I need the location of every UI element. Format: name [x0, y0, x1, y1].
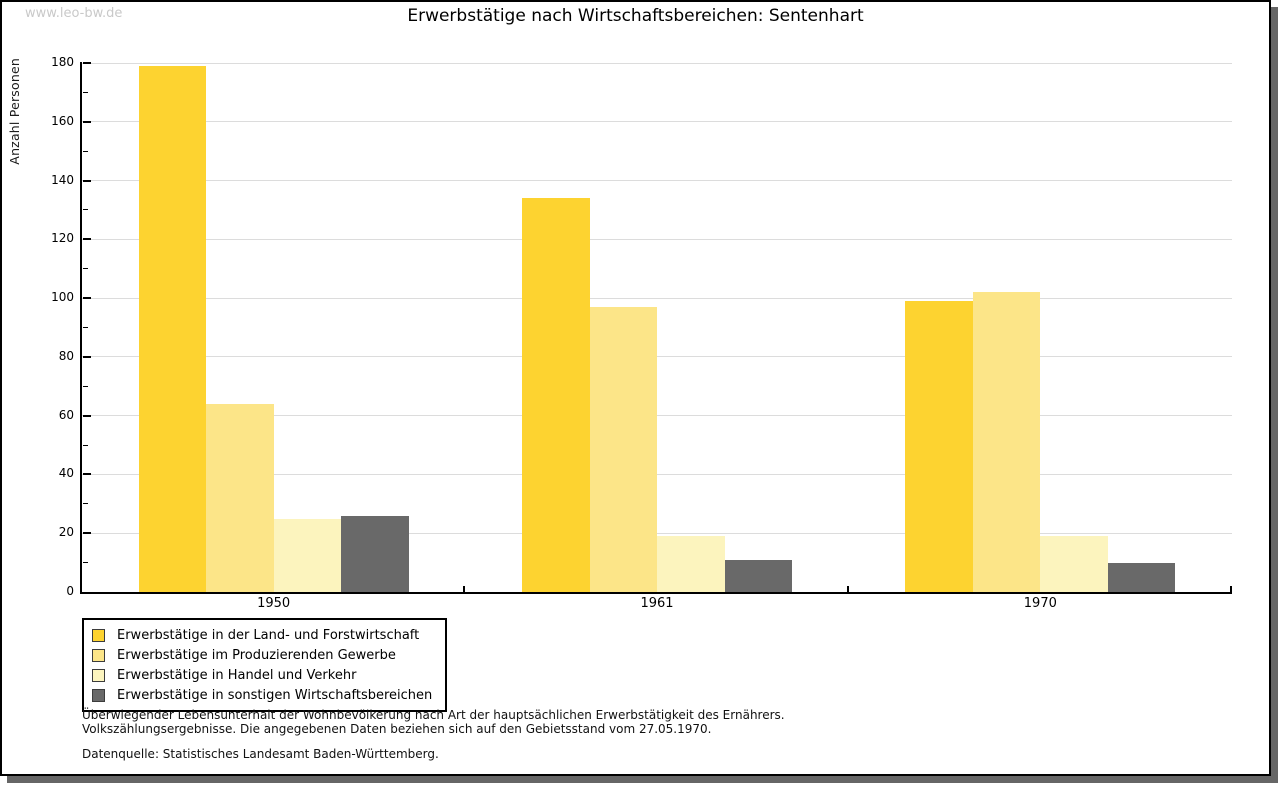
y-tick-label: 80 — [58, 348, 74, 363]
y-axis-major-tick — [83, 120, 91, 123]
footnote-line-2: Volkszählungsergebnisse. Die angegebenen… — [82, 721, 712, 736]
bar-1970-series-4 — [1107, 562, 1176, 592]
legend-swatch-icon — [92, 668, 105, 682]
bar-1950-series-1 — [138, 65, 207, 592]
y-axis-major-tick — [83, 62, 91, 64]
legend-item: Erwerbstätige in Handel und Verkehr — [92, 665, 432, 685]
y-axis-minor-tick — [83, 503, 88, 505]
y-tick-label: 100 — [51, 290, 74, 305]
bar-1961-series-3 — [657, 536, 725, 592]
footnote-line-1: Überwiegender Lebensunterhalt der Wohnbe… — [82, 708, 785, 722]
bar-1961-series-4 — [724, 559, 792, 592]
legend-label: Erwerbstätige in der Land- und Forstwirt… — [117, 627, 420, 643]
y-axis-major-tick — [83, 238, 91, 241]
x-category-label: 1950 — [257, 596, 291, 611]
bar-1970-series-3 — [1040, 536, 1108, 592]
y-tick-label: 180 — [51, 55, 74, 69]
y-axis-minor-tick — [83, 91, 88, 93]
y-gridline — [82, 238, 1232, 240]
y-axis-line — [80, 62, 82, 594]
y-gridline — [82, 62, 1232, 64]
x-axis-line — [80, 592, 1232, 594]
bar-1961-series-2 — [589, 306, 657, 592]
y-gridline — [82, 532, 1232, 534]
legend-item: Erwerbstätige im Produzierenden Gewerbe — [92, 645, 432, 665]
legend-item: Erwerbstätige in der Land- und Forstwirt… — [92, 625, 432, 645]
y-axis-major-tick — [83, 473, 91, 476]
chart-title: Erwerbstätige nach Wirtschaftsbereichen:… — [407, 6, 864, 26]
bar-1970-series-2 — [972, 292, 1041, 592]
y-gridline — [82, 180, 1232, 182]
legend-swatch-icon — [92, 688, 105, 702]
legend-swatch-icon — [92, 628, 105, 642]
bar-1950-series-3 — [273, 518, 342, 592]
y-gridline — [82, 121, 1232, 123]
legend-label: Erwerbstätige in sonstigen Wirtschaftsbe… — [117, 687, 433, 703]
y-axis-minor-tick — [83, 209, 88, 211]
chart-legend: Erwerbstätige in der Land- und Forstwirt… — [82, 618, 448, 712]
bar-1950-series-2 — [206, 403, 274, 592]
legend-rows: Erwerbstätige in der Land- und Forstwirt… — [92, 625, 432, 705]
legend-item: Erwerbstätige in sonstigen Wirtschaftsbe… — [92, 685, 432, 705]
y-axis-major-tick — [83, 179, 91, 182]
data-source-note: Datenquelle: Statistisches Landesamt Bad… — [82, 747, 439, 761]
legend-swatch-icon — [92, 648, 105, 662]
y-axis-minor-tick — [83, 268, 88, 270]
x-category-label: 1961 — [640, 596, 674, 611]
chart-window-frame: www.leo-bw.de Erwerbstätige nach Wirtsch… — [0, 0, 1271, 776]
y-axis-minor-tick — [83, 327, 88, 328]
legend-label: Erwerbstätige im Produzierenden Gewerbe — [117, 647, 396, 663]
x-axis-tick — [1230, 586, 1232, 592]
y-tick-label: 140 — [51, 172, 74, 187]
y-axis-minor-tick — [83, 562, 88, 564]
watermark-leo-bw: www.leo-bw.de — [25, 6, 123, 21]
y-gridline — [82, 356, 1232, 358]
y-tick-label: 40 — [58, 466, 74, 481]
y-axis-minor-tick — [83, 444, 88, 446]
y-tick-label: 60 — [58, 407, 74, 422]
chart-plot-area: 0 20 40 60 80 100 120 140 160 180 1950 1961 1970 — [2, 2, 1269, 774]
bar-1961-series-1 — [522, 198, 590, 592]
y-gridline — [82, 297, 1232, 299]
x-axis-tick — [463, 586, 466, 592]
y-tick-label: 160 — [51, 113, 74, 128]
y-axis-major-tick — [83, 414, 91, 417]
x-axis-tick — [846, 586, 849, 592]
legend-label: Erwerbstätige in Handel und Verkehr — [117, 667, 357, 683]
y-axis-minor-tick — [83, 150, 88, 152]
chart-footnotes: Überwiegender Lebensunterhalt der Wohnbe… — [82, 708, 785, 736]
y-tick-label: 0 — [66, 584, 74, 598]
y-axis-major-tick — [83, 297, 91, 300]
y-tick-label: 20 — [58, 525, 74, 540]
y-axis-minor-tick — [83, 385, 88, 387]
x-category-label: 1970 — [1023, 596, 1057, 611]
y-gridline — [82, 415, 1232, 417]
y-tick-label: 120 — [51, 231, 74, 246]
bar-1950-series-4 — [341, 515, 409, 592]
bar-1970-series-1 — [905, 301, 973, 592]
y-gridline — [82, 473, 1232, 475]
y-axis-major-tick — [83, 532, 91, 535]
y-axis-major-tick — [83, 355, 91, 358]
